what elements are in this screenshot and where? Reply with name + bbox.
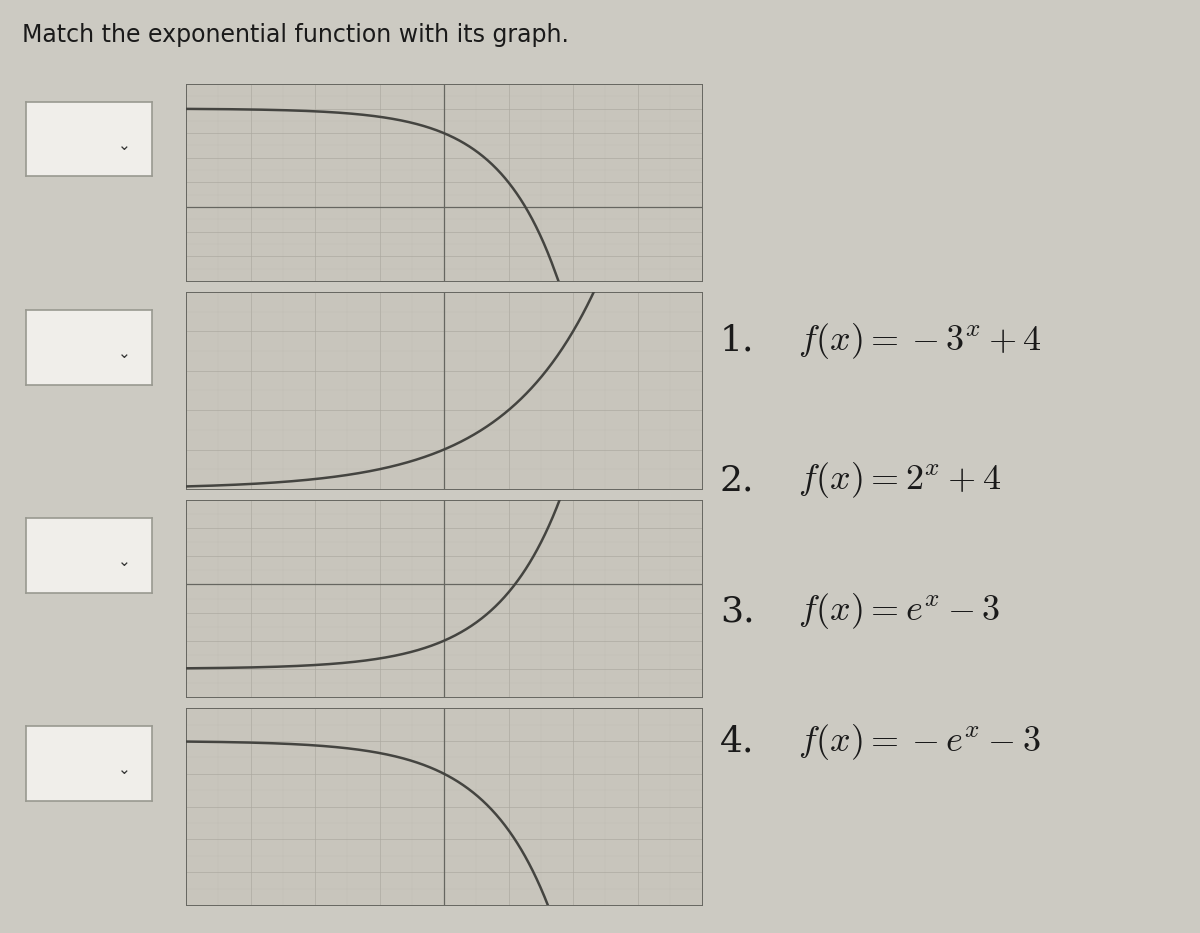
Text: 4.: 4. [720,725,755,759]
Text: $f(x) = -e^x - 3$: $f(x) = -e^x - 3$ [798,722,1040,761]
Text: Match the exponential function with its graph.: Match the exponential function with its … [22,23,569,48]
Text: $f(x) = 2^x + 4$: $f(x) = 2^x + 4$ [798,461,1001,500]
Text: ⌄: ⌄ [119,761,131,777]
Text: 2.: 2. [720,464,755,497]
Text: ⌄: ⌄ [119,137,131,153]
Text: $f(x) = -3^x + 4$: $f(x) = -3^x + 4$ [798,321,1042,360]
Text: 1.: 1. [720,324,755,357]
Text: 3.: 3. [720,594,755,628]
Text: $f(x) = e^x - 3$: $f(x) = e^x - 3$ [798,592,1000,631]
Text: ⌄: ⌄ [119,345,131,361]
Text: ⌄: ⌄ [119,553,131,569]
